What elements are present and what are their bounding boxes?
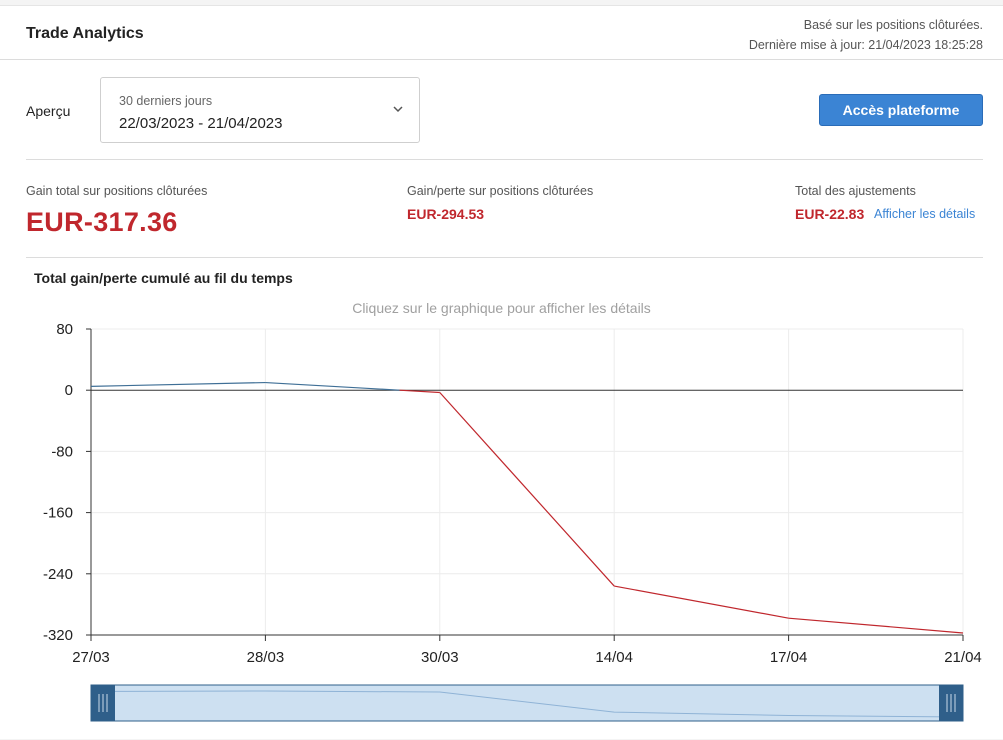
y-tick-label: 80 <box>56 321 73 338</box>
trade-analytics-panel: Trade Analytics Basé sur les positions c… <box>0 5 1003 739</box>
pl-value: EUR-294.53 <box>407 206 485 222</box>
series-line-segment <box>265 381 400 391</box>
header: Trade Analytics Basé sur les positions c… <box>0 6 1003 60</box>
pl-label: Gain/perte sur positions clôturées <box>407 184 594 198</box>
x-tick-label: 30/03 <box>421 649 459 666</box>
period-range: 22/03/2023 - 21/04/2023 <box>119 115 283 132</box>
series-line-segment <box>399 389 440 394</box>
x-tick-label: 21/04 <box>944 649 982 666</box>
y-tick-label: -240 <box>43 566 73 583</box>
x-tick-label: 27/03 <box>72 649 110 666</box>
chart-title: Total gain/perte cumulé au fil du temps <box>34 270 293 286</box>
total-gain-label: Gain total sur positions clôturées <box>26 184 208 198</box>
navigator-series-line <box>90 690 964 718</box>
basis-note: Basé sur les positions clôturées. <box>803 18 983 32</box>
last-updated: Dernière mise à jour: 21/04/2023 18:25:2… <box>748 38 983 52</box>
period-name: 30 derniers jours <box>119 94 213 108</box>
y-tick-label: -80 <box>51 443 73 460</box>
y-tick-label: -320 <box>43 627 73 644</box>
total-gain-value: EUR-317.36 <box>26 207 178 237</box>
x-tick-label: 17/04 <box>770 649 808 666</box>
adjustments-value: EUR-22.83 <box>795 206 865 222</box>
y-tick-label: -160 <box>43 505 73 522</box>
chart-hint: Cliquez sur le graphique pour afficher l… <box>352 300 651 316</box>
app-title: Trade Analytics <box>26 25 144 42</box>
divider <box>26 257 983 258</box>
show-details-link[interactable]: Afficher les détails <box>874 207 976 221</box>
chevron-down-icon <box>393 106 403 113</box>
overview-label: Aperçu <box>26 103 71 119</box>
adjustments-label: Total des ajustements <box>795 184 916 198</box>
series-line-segment <box>90 381 266 387</box>
series-line-segment <box>614 585 789 619</box>
period-dropdown[interactable]: 30 derniers jours 22/03/2023 - 21/04/202… <box>100 77 420 143</box>
series-line-segment <box>788 617 964 634</box>
platform-access-button[interactable]: Accès plateforme <box>819 94 983 126</box>
header-info: Basé sur les positions clôturées. Derniè… <box>749 15 983 55</box>
x-tick-label: 28/03 <box>247 649 285 666</box>
cumulative-pl-chart[interactable]: 80 0 -80 -160 -240 -320 27/03 28/03 30/03 14/04 17… <box>0 6 1003 740</box>
divider <box>26 159 983 160</box>
y-tick-label: 0 <box>65 382 73 399</box>
x-tick-label: 14/04 <box>595 649 633 666</box>
series-line-segment <box>439 392 615 587</box>
